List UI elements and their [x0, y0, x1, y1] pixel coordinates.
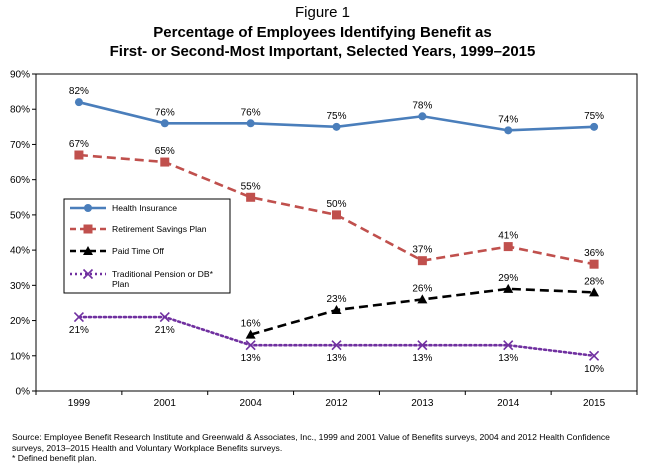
legend-label-retirement-savings-plan: Retirement Savings Plan [112, 224, 207, 234]
data-point-traditional-pension-or-db-plan [159, 311, 170, 323]
legend-label-traditional-pension-or-db-plan: Traditional Pension or DB* [112, 269, 214, 279]
y-tick-label: 70% [10, 140, 30, 151]
data-point-paid-time-off [589, 287, 600, 297]
data-label-paid-time-off: 16% [241, 319, 261, 330]
data-point-health-insurance [332, 122, 341, 131]
data-point-retirement-savings-plan [503, 242, 513, 252]
y-tick-label: 40% [10, 246, 30, 257]
data-label-traditional-pension-or-db-plan: 10% [584, 364, 604, 375]
y-tick-label: 10% [10, 351, 30, 362]
data-point-paid-time-off [245, 329, 256, 339]
legend-marker-traditional-pension-or-db-plan [82, 268, 94, 280]
data-label-retirement-savings-plan: 67% [69, 139, 89, 150]
figure-label: Figure 1 [294, 4, 351, 21]
data-point-retirement-savings-plan [246, 192, 256, 202]
data-label-retirement-savings-plan: 36% [584, 248, 604, 259]
data-label-health-insurance: 78% [412, 100, 432, 111]
x-tick-label: 2013 [411, 398, 434, 409]
data-label-traditional-pension-or-db-plan: 13% [326, 353, 346, 364]
data-label-health-insurance: 82% [69, 86, 89, 97]
source-line-2: surveys, 2013–2015 Health and Voluntary … [12, 442, 283, 453]
data-label-paid-time-off: 26% [412, 283, 432, 294]
legend-label-paid-time-off: Paid Time Off [112, 246, 165, 256]
chart-title: Percentage of Employees Identifying Bene… [0, 23, 645, 61]
data-label-paid-time-off: 23% [326, 294, 346, 305]
chart-title-line-1: Percentage of Employees Identifying Bene… [153, 24, 492, 41]
data-label-health-insurance: 75% [326, 111, 346, 122]
data-label-traditional-pension-or-db-plan: 13% [412, 353, 432, 364]
x-tick-label: 2014 [497, 398, 520, 409]
data-label-traditional-pension-or-db-plan: 21% [69, 325, 89, 336]
data-point-traditional-pension-or-db-plan [589, 350, 600, 361]
data-point-health-insurance [590, 122, 599, 131]
data-point-retirement-savings-plan [160, 157, 170, 167]
legend-marker-retirement-savings-plan [83, 224, 93, 234]
legend-label-health-insurance: Health Insurance [112, 203, 177, 213]
footnote-db: * Defined benefit plan. [12, 453, 97, 463]
data-label-health-insurance: 75% [584, 111, 604, 122]
data-point-traditional-pension-or-db-plan [245, 340, 256, 351]
y-tick-label: 0% [16, 387, 31, 398]
chart-title-line-2: First- or Second-Most Important, Selecte… [109, 43, 536, 60]
data-point-traditional-pension-or-db-plan [503, 340, 514, 351]
data-point-traditional-pension-or-db-plan [417, 340, 428, 351]
data-label-retirement-savings-plan: 55% [241, 181, 261, 192]
data-point-retirement-savings-plan [74, 150, 84, 160]
legend-marker-health-insurance [84, 204, 92, 212]
x-tick-label: 1999 [68, 398, 91, 409]
legend-marker-paid-time-off [83, 246, 93, 255]
data-label-retirement-savings-plan: 41% [498, 231, 518, 242]
data-point-health-insurance [504, 126, 513, 135]
data-label-retirement-savings-plan: 65% [155, 146, 175, 157]
data-label-retirement-savings-plan: 37% [412, 245, 432, 256]
y-tick-label: 90% [10, 70, 30, 81]
y-tick-label: 30% [10, 281, 30, 292]
data-label-health-insurance: 76% [241, 107, 261, 118]
x-tick-label: 2012 [325, 398, 348, 409]
y-tick-label: 80% [10, 105, 30, 116]
data-label-traditional-pension-or-db-plan: 13% [498, 353, 518, 364]
data-point-health-insurance [74, 98, 83, 107]
plot-area [35, 73, 638, 392]
data-point-health-insurance [160, 119, 169, 128]
data-point-retirement-savings-plan [332, 210, 341, 220]
data-label-health-insurance: 76% [155, 107, 175, 118]
data-label-paid-time-off: 28% [584, 276, 604, 287]
y-tick-label: 50% [10, 210, 30, 221]
data-label-traditional-pension-or-db-plan: 13% [241, 353, 261, 364]
source-note: Source: Employee Benefit Research Instit… [12, 432, 632, 464]
x-tick-label: 2004 [240, 398, 263, 409]
data-label-paid-time-off: 29% [498, 273, 518, 284]
data-point-paid-time-off [503, 283, 514, 293]
data-label-traditional-pension-or-db-plan: 21% [155, 325, 175, 336]
data-point-traditional-pension-or-db-plan [331, 340, 342, 351]
x-tick-label: 2015 [583, 398, 606, 409]
data-point-paid-time-off [331, 304, 342, 314]
y-tick-label: 60% [10, 175, 30, 186]
series-line-traditional-pension-or-db-plan [77, 315, 596, 358]
y-tick-label: 20% [10, 316, 30, 327]
data-point-health-insurance [246, 119, 255, 128]
legend-label-traditional-pension-or-db-plan: Plan [112, 279, 129, 289]
data-label-retirement-savings-plan: 50% [326, 199, 346, 210]
data-point-paid-time-off [417, 294, 428, 304]
x-tick-label: 2001 [154, 398, 177, 409]
source-line-1: Source: Employee Benefit Research Instit… [12, 432, 610, 442]
data-point-traditional-pension-or-db-plan [73, 311, 84, 323]
data-point-health-insurance [418, 112, 427, 121]
data-point-retirement-savings-plan [589, 259, 599, 269]
data-label-health-insurance: 74% [498, 114, 518, 125]
data-point-retirement-savings-plan [417, 256, 427, 266]
